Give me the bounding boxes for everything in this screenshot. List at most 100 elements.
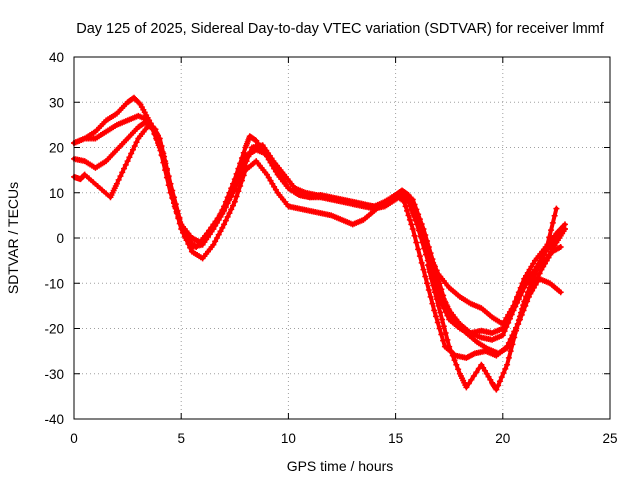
data-point [131,142,138,149]
data-point [90,179,97,186]
data-point [512,298,519,305]
data-point [424,280,431,287]
data-point [430,275,437,282]
data-point [172,204,179,211]
data-point [212,238,219,245]
data-point [409,210,416,217]
data-point [515,317,522,324]
data-point [442,308,449,315]
data-point [235,174,242,181]
data-point [416,216,423,223]
data-point [443,302,450,309]
data-point [210,225,217,232]
data-point [534,278,541,285]
data-point [532,281,539,288]
data-point [499,325,506,332]
y-tick-label: 30 [49,95,64,110]
data-point [411,232,418,239]
data-point [415,211,422,218]
data-point [103,190,110,197]
y-tick-label: 10 [49,186,64,201]
data-point [537,259,544,266]
data-point [433,287,440,294]
x-axis-label: GPS time / hours [287,458,394,474]
data-point [176,220,183,227]
data-point [487,376,494,383]
data-point [431,281,438,288]
data-point [480,364,487,371]
data-point [222,217,229,224]
data-point [551,212,558,219]
data-point [238,164,245,171]
data-point [238,177,245,184]
data-point [501,321,508,328]
x-tick-label: 20 [495,431,510,446]
data-point [483,370,490,377]
data-point [411,201,418,208]
data-point [516,313,523,320]
data-point [224,200,231,207]
data-point [541,260,548,267]
data-point [166,180,173,187]
data-point [274,167,281,174]
data-point [217,213,224,220]
series-track-4 [71,121,564,361]
data-point [133,139,140,146]
data-point [231,185,238,192]
data-point [557,244,564,251]
y-tick-label: 0 [56,231,64,246]
data-point [422,251,429,258]
data-point [530,275,537,282]
data-point [548,227,555,234]
data-point [485,373,492,380]
data-point [129,146,136,153]
data-point [449,313,456,320]
data-point [415,227,422,234]
data-point [431,262,438,269]
data-point [124,158,131,165]
data-point [420,225,427,232]
data-point [278,173,285,180]
data-point [513,327,520,334]
data-point [514,320,521,327]
data-point [425,244,432,251]
data-point [217,228,224,235]
data-point [121,165,128,172]
data-point [136,100,143,107]
data-point [267,177,274,184]
x-tick-labels: 0 5 10 15 20 25 [70,431,617,446]
data-point [553,205,560,212]
data-point [402,203,409,210]
data-point [437,309,444,316]
series-line [72,120,567,342]
data-point [510,302,517,309]
data-point [538,266,545,273]
data-point [252,136,259,143]
data-point [521,298,528,305]
y-tick-label: 20 [49,141,64,156]
data-point [237,169,244,176]
data-point [122,161,129,168]
data-point [535,263,542,270]
data-point [438,331,445,338]
data-point [152,126,159,133]
data-point [179,229,186,236]
data-point [156,139,163,146]
data-point [168,187,175,194]
data-point [213,235,220,241]
data-point [465,380,472,387]
plot-area [71,94,568,393]
data-point [440,292,447,299]
data-point [508,306,515,313]
data-point [444,312,451,319]
data-point [531,271,538,278]
data-point [240,149,247,156]
data-point [427,250,434,257]
data-point [409,196,416,203]
data-point [228,206,235,213]
data-point [439,316,446,323]
data-point [441,298,448,305]
y-tick-label: -20 [44,322,64,337]
y-axis-label: SDTVAR / TECUs [5,182,21,294]
data-point [215,231,222,238]
